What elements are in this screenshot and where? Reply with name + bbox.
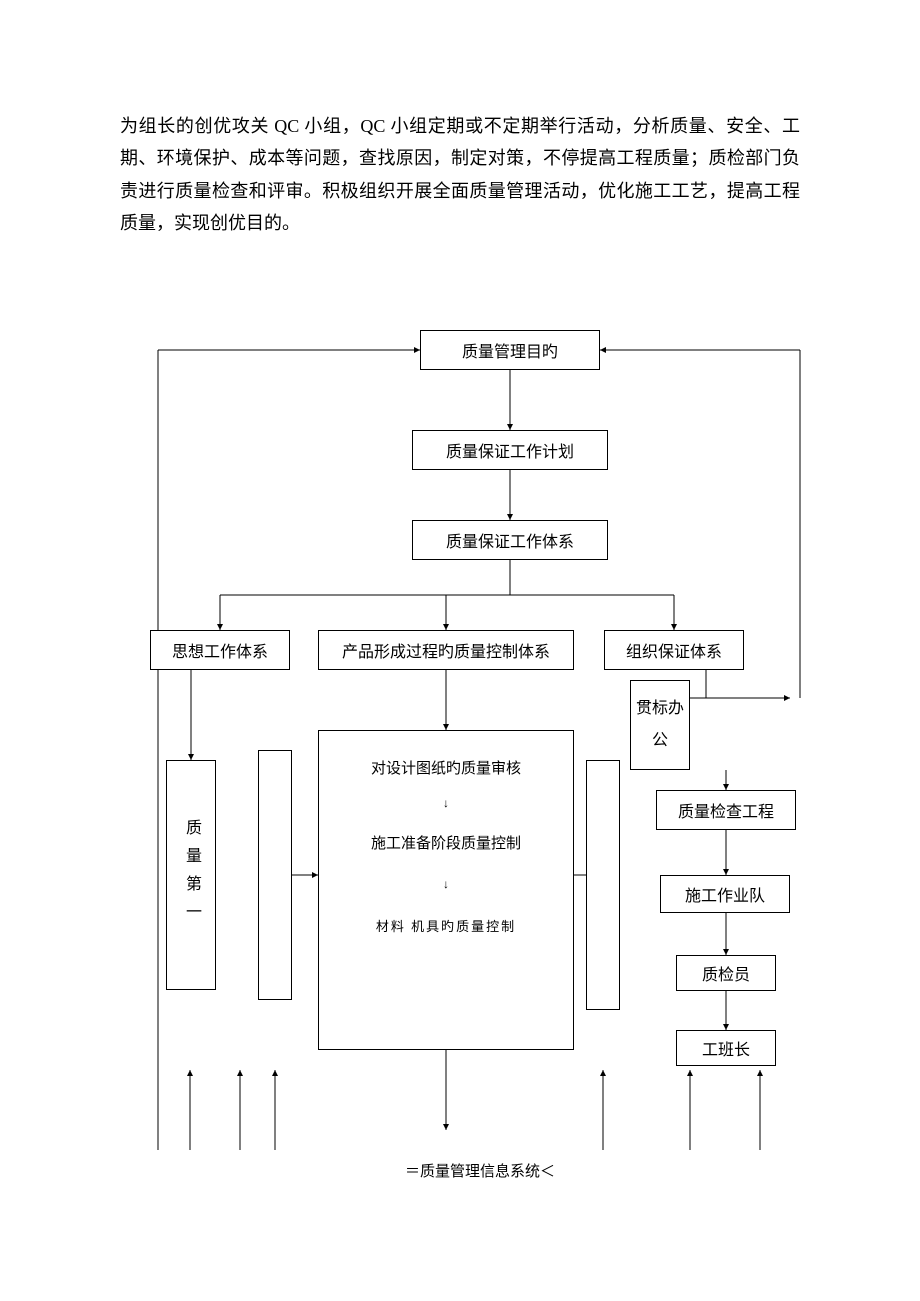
- inner-arrow-1: ↓: [443, 796, 449, 811]
- node-empty-left: [258, 750, 292, 1000]
- inner-material-control: 材料 机具旳质量控制: [376, 916, 516, 935]
- node-quality-first: 质量第一: [166, 760, 216, 990]
- node-assurance-plan: 质量保证工作计划: [412, 430, 608, 470]
- node-product-process: 产品形成过程旳质量控制体系: [318, 630, 574, 670]
- node-inspector: 质检员: [676, 955, 776, 991]
- paragraph-text: 为组长的创优攻关 QC 小组，QC 小组定期或不定期举行活动，分析质量、安全、工…: [120, 110, 800, 240]
- node-assurance-system: 质量保证工作体系: [412, 520, 608, 560]
- node-standard-office-text: 贯标办公: [635, 693, 685, 757]
- node-process-detail: 对设计图纸旳质量审核 ↓ 施工准备阶段质量控制 ↓ 材料 机具旳质量控制: [318, 730, 574, 1050]
- inner-prep-control: 施工准备阶段质量控制: [356, 829, 536, 859]
- node-construction-team: 施工作业队: [660, 875, 790, 913]
- inner-design-review: 对设计图纸旳质量审核: [371, 757, 521, 778]
- node-thought-system: 思想工作体系: [150, 630, 290, 670]
- node-org-assurance: 组织保证体系: [604, 630, 744, 670]
- flowchart-diagram: 质量管理目旳 质量保证工作计划 质量保证工作体系 思想工作体系 产品形成过程旳质…: [150, 330, 810, 1180]
- diagram-caption: ＝质量管理信息系统＜: [360, 1160, 600, 1181]
- node-inspection-project: 质量检查工程: [656, 790, 796, 830]
- node-empty-right: [586, 760, 620, 1010]
- inner-arrow-2: ↓: [443, 877, 449, 892]
- node-quality-goal: 质量管理目旳: [420, 330, 600, 370]
- node-foreman: 工班长: [676, 1030, 776, 1066]
- node-standard-office: 贯标办公: [630, 680, 690, 770]
